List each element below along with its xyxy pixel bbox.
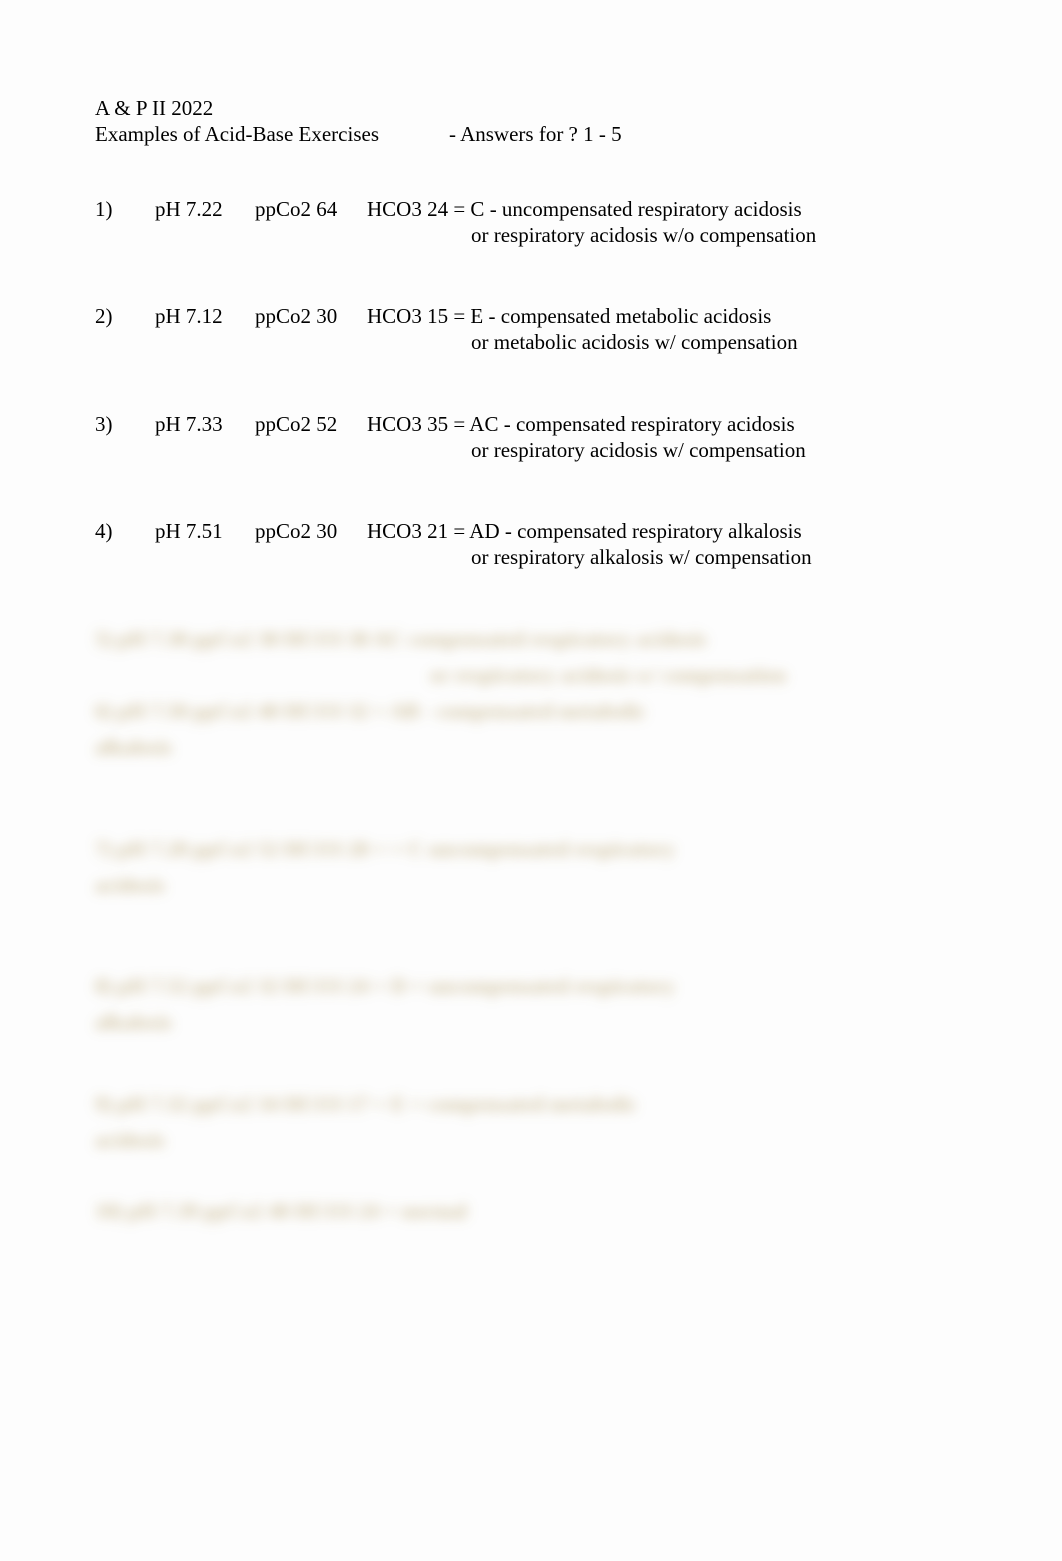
question-4: 4) pH 7.51 ppCo2 30 HCO3 21 = AD - compe… — [95, 518, 967, 571]
q3-ph: pH 7.33 — [155, 411, 255, 464]
q4-answer-line1: HCO3 21 = AD - compensated respiratory a… — [367, 518, 967, 544]
blurred-row-9: 9) pH 7.32 ppCo2 34 HCO3 17 = E = compen… — [95, 1091, 967, 1117]
course-header: A & P II 2022 — [95, 95, 967, 121]
q2-ph: pH 7.12 — [155, 303, 255, 356]
q1-answer: HCO3 24 = C - uncompensated respiratory … — [367, 196, 967, 249]
q1-answer-line1: HCO3 24 = C - uncompensated respiratory … — [367, 196, 967, 222]
blurred-content: 5) pH 7.30 ppCo2 30 HCO3 30 AC compensat… — [95, 626, 967, 1225]
q4-answer: HCO3 21 = AD - compensated respiratory a… — [367, 518, 967, 571]
blurred-row-10: 10) pH 7.39 ppCo2 40 HCO3 24 = normal — [95, 1198, 967, 1224]
blurred-row-7: 7) pH 7.28 ppCo2 52 HCO3 28 = = C uncomp… — [95, 836, 967, 862]
q2-ppco2: ppCo2 30 — [255, 303, 367, 356]
q1-ph: pH 7.22 — [155, 196, 255, 249]
title-left: Examples of Acid-Base Exercises — [95, 122, 379, 146]
q3-num: 3) — [95, 411, 155, 464]
blurred-row-6-trail: alkalosis — [95, 734, 967, 760]
blurred-row-5-line1: 5) pH 7.30 ppCo2 30 HCO3 30 AC compensat… — [95, 626, 967, 652]
q2-answer-line2: or metabolic acidosis w/ compensation — [367, 329, 967, 355]
blurred-row-8: 8) pH 7.52 ppCo2 32 HCO3 24 = D = uncomp… — [95, 973, 967, 999]
q1-num: 1) — [95, 196, 155, 249]
page-title: Examples of Acid-Base Exercises - Answers… — [95, 121, 967, 147]
question-2: 2) pH 7.12 ppCo2 30 HCO3 15 = E - compen… — [95, 303, 967, 356]
q2-answer: HCO3 15 = E - compensated metabolic acid… — [367, 303, 967, 356]
question-3: 3) pH 7.33 ppCo2 52 HCO3 35 = AC - compe… — [95, 411, 967, 464]
q3-answer-line2: or respiratory acidosis w/ compensation — [367, 437, 967, 463]
blurred-row-9-trail: acidosis — [95, 1127, 967, 1153]
q1-answer-line2: or respiratory acidosis w/o compensation — [367, 222, 967, 248]
title-right: - Answers for ? 1 - 5 — [449, 122, 622, 146]
q1-ppco2: ppCo2 64 — [255, 196, 367, 249]
q3-answer-line1: HCO3 35 = AC - compensated respiratory a… — [367, 411, 967, 437]
q2-answer-line1: HCO3 15 = E - compensated metabolic acid… — [367, 303, 967, 329]
q3-answer: HCO3 35 = AC - compensated respiratory a… — [367, 411, 967, 464]
q4-ph: pH 7.51 — [155, 518, 255, 571]
question-1: 1) pH 7.22 ppCo2 64 HCO3 24 = C - uncomp… — [95, 196, 967, 249]
q4-answer-line2: or respiratory alkalosis w/ compensation — [367, 544, 967, 570]
blurred-row-6: 6) pH 7.50 ppCo2 40 HCO3 32 = AB - compe… — [95, 698, 967, 724]
q3-ppco2: ppCo2 52 — [255, 411, 367, 464]
q4-ppco2: ppCo2 30 — [255, 518, 367, 571]
blurred-row-5-line2: or respiratory acidosis w/ compensation — [95, 662, 967, 688]
blurred-row-7-trail: acidosis — [95, 872, 967, 898]
q2-num: 2) — [95, 303, 155, 356]
blurred-row-8-trail: alkalosis — [95, 1009, 967, 1035]
q4-num: 4) — [95, 518, 155, 571]
